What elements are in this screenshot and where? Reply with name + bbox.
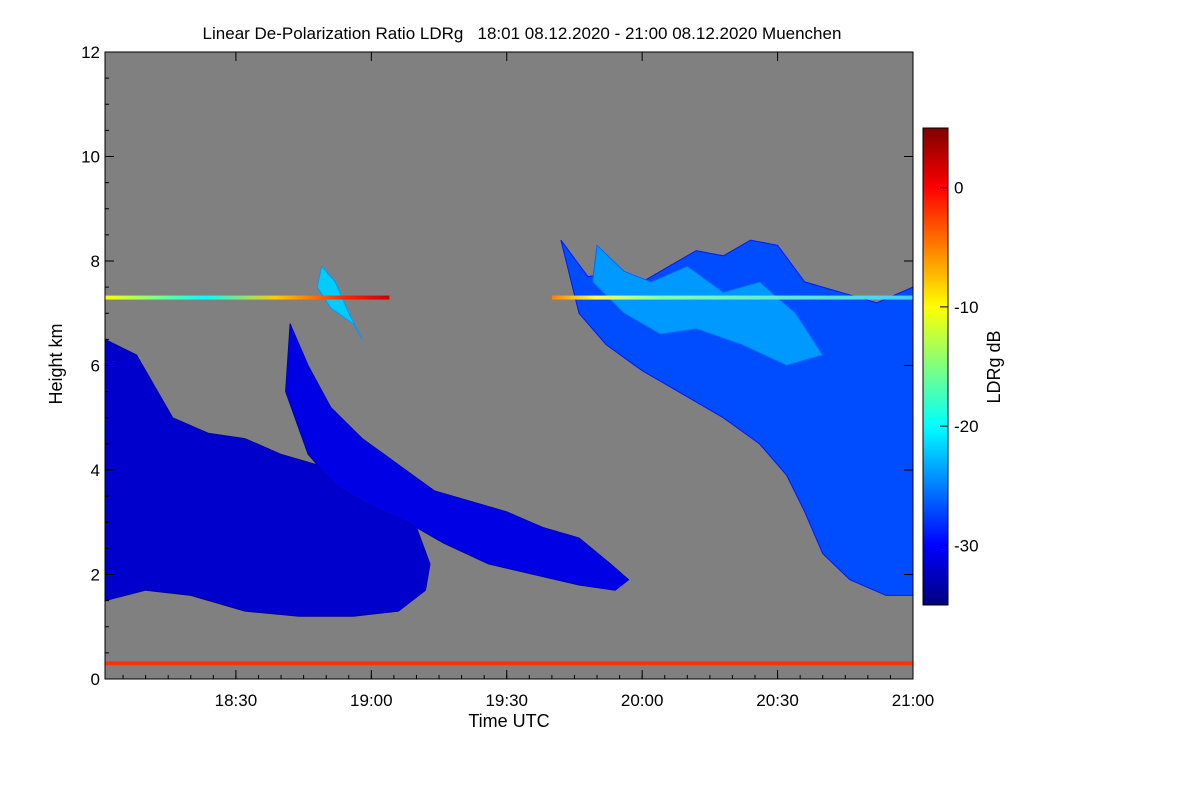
colorbar-tick-label: 0 [954,179,963,198]
colorbar-tick-label: -10 [954,298,979,317]
y-axis-label: Height km [46,323,66,404]
y-tick-label: 8 [91,252,100,271]
x-axis-label: Time UTC [468,711,549,731]
layer-upper-layer-left [105,295,390,300]
colorbar-axis: 0 -10 -20 -30 [940,179,979,555]
cloud-region-upper-cloud-right [560,239,913,596]
x-axis: 18:30 19:00 19:30 20:00 20:30 21:00 [122,52,935,710]
plot-content [105,239,913,666]
y-tick-label: 0 [91,670,100,689]
colorbar-label: LDRg dB [984,330,1004,403]
cloud-region-fall-streak-middle [285,323,630,591]
x-tick-label: 21:00 [892,691,935,710]
y-tick-label: 2 [91,566,100,585]
x-tick-label: 19:00 [350,691,393,710]
colorbar [922,127,949,606]
y-axis: 0 2 4 6 8 10 12 [81,43,913,689]
layer-upper-layer-right [551,295,913,300]
colorbar-tick-label: -20 [954,417,979,436]
x-tick-label: 20:30 [756,691,799,710]
x-tick-label: 20:00 [621,691,664,710]
x-tick-label: 19:30 [485,691,528,710]
layer-surface-layer [105,661,913,666]
chart-title: Linear De-Polarization Ratio LDRg 18:01 … [203,24,842,43]
y-tick-label: 12 [81,43,100,62]
y-tick-label: 4 [91,461,100,480]
colorbar-tick-label: -30 [954,536,979,555]
cloud-region-low-cloud-deck-left [105,338,431,617]
cloud-region-ice-cloud-patch [316,265,363,340]
y-tick-label: 10 [81,148,100,167]
cloud-region-upper-right-streaks [591,244,824,367]
x-tick-label: 18:30 [215,691,258,710]
y-tick-label: 6 [91,357,100,376]
